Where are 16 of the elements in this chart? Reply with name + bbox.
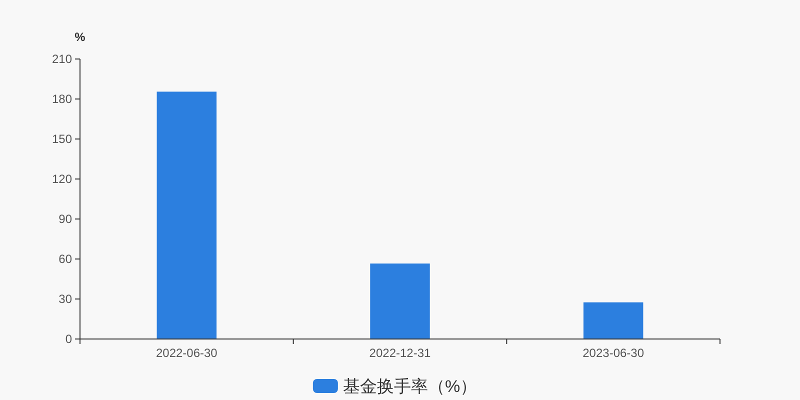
bar: [370, 264, 430, 339]
x-tick-label: 2022-12-31: [369, 346, 432, 360]
legend-label: 基金换手率（%）: [342, 377, 478, 396]
y-tick-label: 180: [52, 92, 72, 106]
bar: [156, 92, 217, 339]
x-tick-label: 2023-06-30: [582, 346, 644, 360]
bar: [583, 302, 644, 339]
y-tick-label: 210: [52, 52, 72, 66]
y-tick-label: 90: [58, 212, 72, 226]
y-tick-label: 150: [52, 132, 72, 146]
x-tick-label: 2022-06-30: [156, 346, 218, 360]
y-tick-label: 120: [52, 172, 72, 186]
y-axis-title: %: [74, 30, 86, 44]
y-tick-label: 30: [58, 292, 72, 306]
y-tick-label: 0: [65, 332, 72, 346]
y-tick-label: 60: [58, 252, 72, 266]
